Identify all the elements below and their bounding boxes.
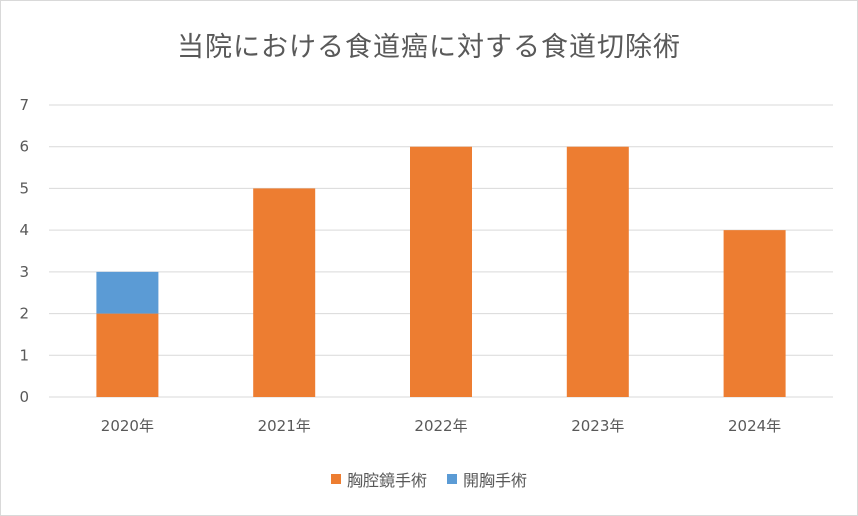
x-tick-label-2: 2022年 — [414, 417, 467, 435]
y-tick-label-0: 0 — [19, 388, 29, 406]
legend-label-thoracoscopic: 胸腔鏡手術 — [346, 471, 427, 490]
bar-2021年-series-0 — [253, 188, 316, 397]
y-tick-label-4: 4 — [19, 221, 29, 239]
bar-2024年-series-0 — [723, 230, 786, 397]
y-tick-label-6: 6 — [19, 138, 29, 156]
x-tick-label-0: 2020年 — [101, 417, 154, 435]
y-tick-label-7: 7 — [19, 96, 29, 114]
bar-2022年-series-0 — [410, 146, 472, 397]
legend-swatch-open — [447, 474, 457, 484]
legend-label-open: 開胸手術 — [463, 471, 528, 490]
x-tick-label-3: 2023年 — [571, 417, 624, 435]
y-tick-label-3: 3 — [19, 263, 29, 281]
x-tick-label-4: 2024年 — [728, 417, 781, 435]
legend-item-open: 開胸手術 — [447, 467, 527, 491]
legend: 胸腔鏡手術 開胸手術 — [1, 467, 857, 491]
x-tick-label-1: 2021年 — [258, 417, 311, 435]
legend-item-thoracoscopic: 胸腔鏡手術 — [330, 467, 427, 491]
y-tick-label-5: 5 — [19, 179, 29, 197]
bar-2020年-series-1 — [96, 271, 159, 314]
y-tick-label-1: 1 — [19, 346, 29, 364]
y-tick-label-2: 2 — [19, 305, 29, 323]
chart-title: 当院における食道癌に対する食道切除術 — [177, 32, 681, 63]
bar-2020年-series-0 — [96, 313, 159, 397]
legend-swatch-thoracoscopic — [330, 474, 341, 484]
bar-2023年-series-0 — [566, 146, 629, 397]
